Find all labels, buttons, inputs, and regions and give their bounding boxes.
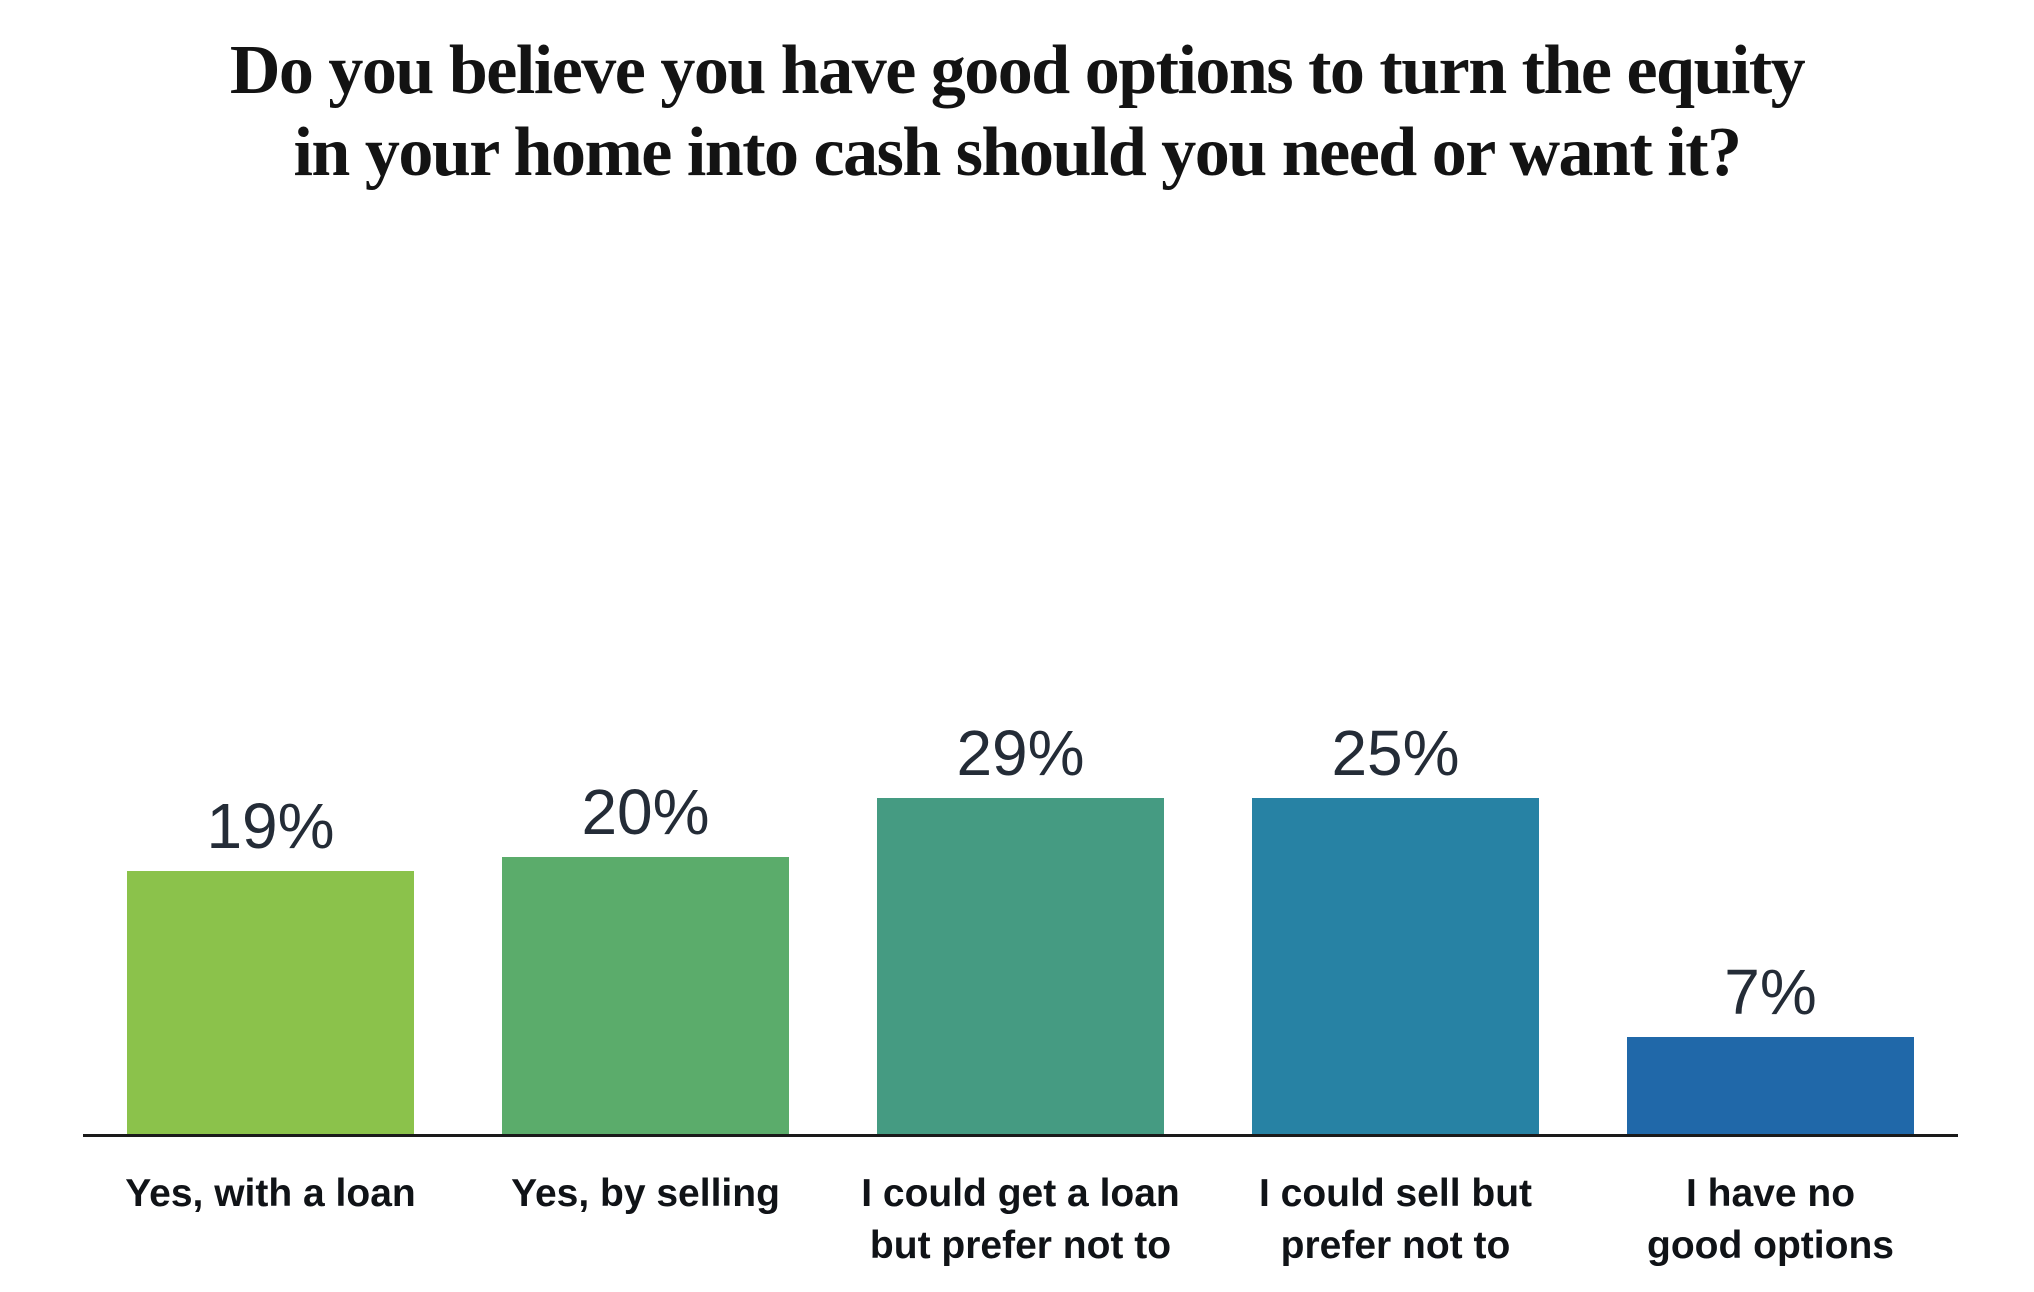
bar-group: 7% — [1583, 718, 1958, 1134]
bar-group: 25% — [1208, 718, 1583, 1134]
chart-title: Do you believe you have good options to … — [0, 30, 2034, 194]
bar — [1627, 1037, 1914, 1134]
category-label-line: but prefer not to — [869, 1224, 1172, 1267]
category-label: I could get a loan but prefer not to — [833, 1168, 1208, 1272]
category-label: Yes, with a loan — [83, 1168, 458, 1272]
bar — [127, 871, 414, 1134]
bar-chart-plot-area: 19% 20% 29% 25% 7% — [83, 718, 1958, 1134]
bar-group: 19% — [83, 718, 458, 1134]
category-label: I have no good options — [1583, 1168, 1958, 1272]
category-label-line: Yes, by selling — [511, 1172, 780, 1215]
chart-title-line-1: Do you believe you have good options to … — [229, 32, 1806, 109]
bar-value-label: 19% — [206, 790, 335, 862]
bar-group: 29% — [833, 718, 1208, 1134]
bar — [502, 857, 789, 1134]
bar-value-label: 29% — [956, 717, 1085, 789]
category-label-line: I have no — [1685, 1172, 1856, 1215]
bar — [1252, 798, 1539, 1134]
x-axis-line — [83, 1134, 1958, 1137]
category-label-line: prefer not to — [1280, 1224, 1511, 1267]
category-label-line: I could sell but — [1258, 1172, 1533, 1215]
bar-value-label: 25% — [1331, 717, 1460, 789]
chart-title-line-2: in your home into cash should you need o… — [293, 114, 1742, 191]
category-label: Yes, by selling — [458, 1168, 833, 1272]
category-label-line: good options — [1647, 1224, 1894, 1267]
bar-value-label: 7% — [1724, 956, 1817, 1028]
category-label-line: Yes, with a loan — [125, 1172, 416, 1215]
bar-group: 20% — [458, 718, 833, 1134]
bar — [877, 798, 1164, 1134]
x-axis-category-labels: Yes, with a loan Yes, by selling I could g… — [83, 1168, 1958, 1272]
bar-value-label: 20% — [581, 776, 710, 848]
category-label-line: I could get a loan — [861, 1172, 1180, 1215]
category-label: I could sell but prefer not to — [1208, 1168, 1583, 1272]
